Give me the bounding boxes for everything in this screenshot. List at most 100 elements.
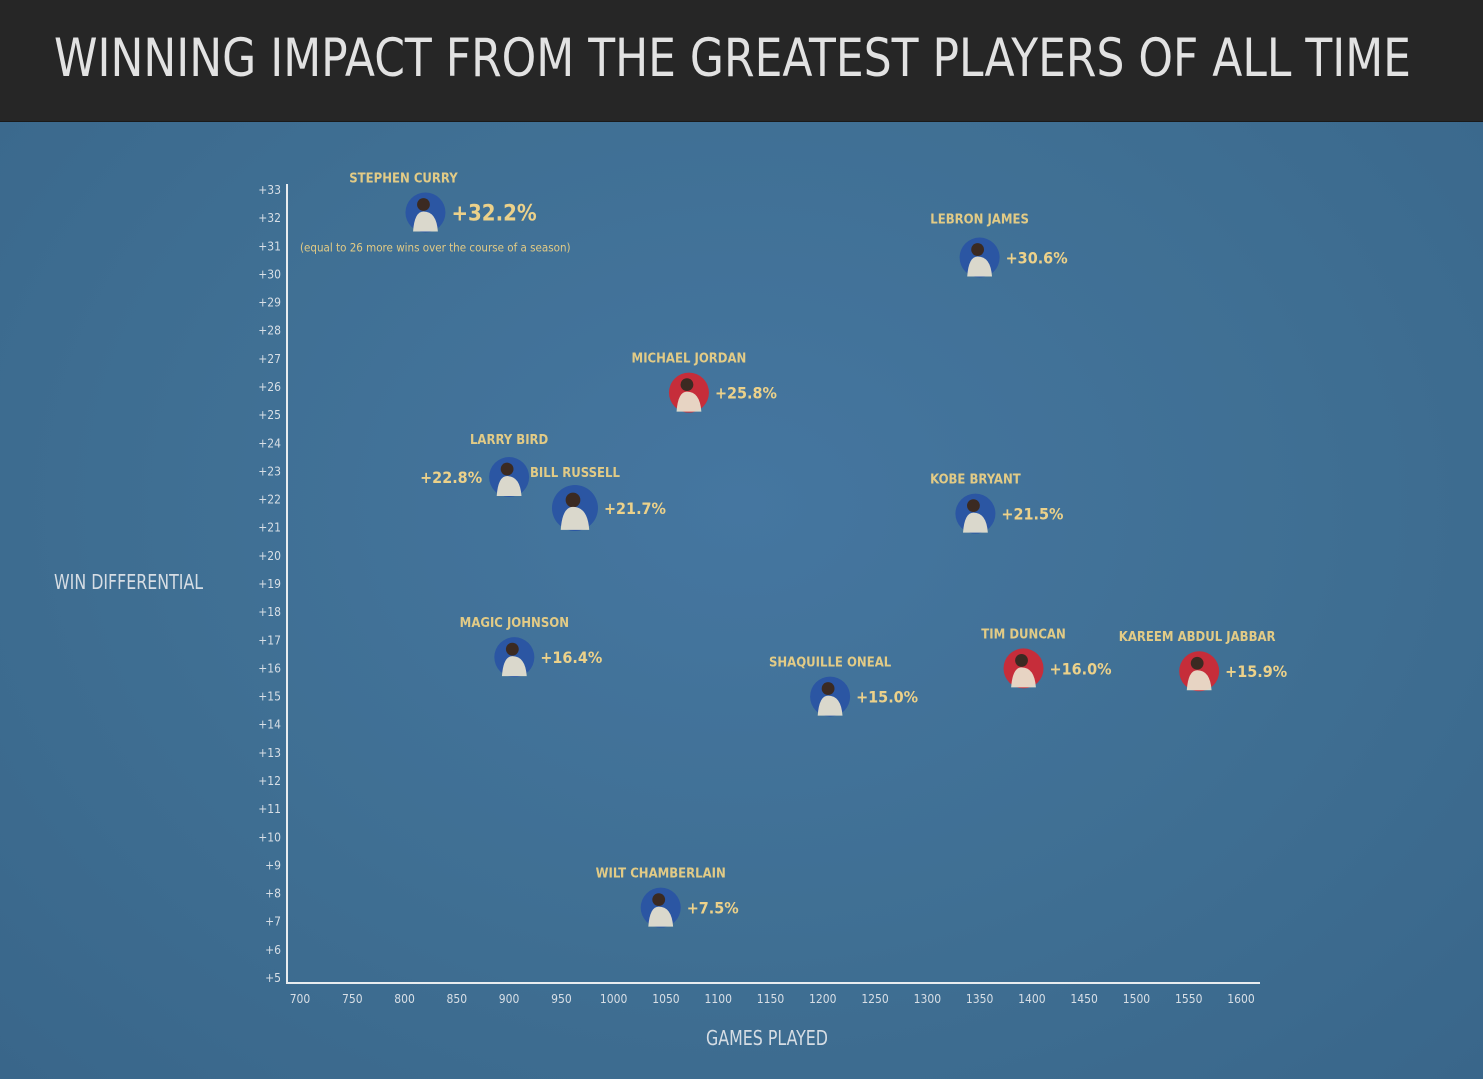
player-value: +32.2%	[451, 202, 536, 227]
player-value: +7.5%	[687, 899, 739, 918]
player-head-icon	[652, 893, 666, 907]
player-jersey-icon	[676, 391, 702, 412]
y-tick-label: +15	[258, 690, 281, 704]
y-tick-label: +16	[258, 661, 281, 675]
y-tick-label: +21	[258, 521, 281, 535]
x-tick-label: 750	[342, 992, 363, 1006]
player-marker: MICHAEL JORDAN +25.8%	[632, 352, 777, 413]
y-tick-label: +10	[258, 830, 281, 844]
player-marker: LEBRON JAMES +30.6%	[930, 213, 1068, 278]
player-jersey-icon	[1186, 670, 1212, 691]
x-tick-label: 1600	[1227, 992, 1255, 1006]
y-tick-label: +7	[265, 915, 281, 929]
y-tick-label: +11	[258, 802, 281, 816]
player-jersey-icon	[413, 211, 438, 232]
y-tick-label: +20	[258, 549, 281, 563]
x-tick-label: 1250	[861, 992, 889, 1006]
player-marker: STEPHEN CURRY +32.2% (equal to 26 more win…	[300, 172, 571, 255]
player-marker: BILL RUSSELL +21.7%	[530, 466, 666, 532]
player-value: +21.5%	[1001, 505, 1063, 524]
player-marker: KOBE BRYANT +21.5%	[930, 473, 1063, 534]
y-tick-label: +25	[258, 408, 281, 422]
player-head-icon	[971, 243, 985, 256]
header-bar: WINNING IMPACT FROM THE GREATEST PLAYERS…	[0, 0, 1483, 122]
y-tick-label: +29	[258, 296, 281, 310]
x-axis-title: GAMES PLAYED	[706, 1026, 828, 1050]
y-tick-label: +22	[258, 493, 281, 507]
player-marker: KAREEM ABDUL JABBAR +15.9%	[1119, 630, 1287, 692]
y-tick-label: +27	[258, 352, 281, 366]
player-value: +25.8%	[715, 384, 777, 403]
chart-panel	[0, 122, 1483, 1079]
y-tick-label: +33	[258, 183, 281, 197]
x-tick-label: 1050	[652, 992, 680, 1006]
y-tick-label: +9	[265, 858, 281, 872]
player-value: +15.9%	[1225, 662, 1287, 681]
player-head-icon	[680, 378, 694, 392]
player-head-icon	[1015, 654, 1028, 667]
player-name: MICHAEL JORDAN	[632, 352, 747, 367]
player-name: LARRY BIRD	[470, 433, 549, 448]
player-marker: MAGIC JOHNSON +16.4%	[460, 616, 602, 678]
x-tick-label: 1300	[914, 992, 942, 1006]
player-name: SHAQUILLE ONEAL	[769, 656, 892, 671]
player-value: +15.0%	[856, 688, 918, 707]
y-tick-label: +12	[258, 774, 281, 788]
player-head-icon	[967, 499, 980, 513]
x-tick-label: 800	[394, 992, 415, 1006]
y-tick-label: +30	[258, 267, 281, 281]
chart-title: WINNING IMPACT FROM THE GREATEST PLAYERS…	[54, 28, 1411, 89]
player-jersey-icon	[648, 906, 674, 927]
player-head-icon	[1190, 656, 1204, 670]
y-tick-label: +8	[265, 887, 281, 901]
player-name: MAGIC JOHNSON	[460, 616, 569, 631]
x-tick-label: 1000	[600, 992, 628, 1006]
x-tick-label: 1450	[1070, 992, 1098, 1006]
x-tick-label: 1400	[1018, 992, 1046, 1006]
player-value: +30.6%	[1006, 249, 1068, 268]
y-tick-label: +31	[258, 239, 281, 253]
y-tick-label: +13	[258, 746, 281, 760]
player-jersey-icon	[817, 695, 843, 716]
player-name: TIM DUNCAN	[981, 627, 1065, 642]
player-marker: WILT CHAMBERLAIN +7.5%	[596, 867, 739, 928]
y-tick-label: +28	[258, 324, 281, 338]
x-tick-label: 1100	[704, 992, 732, 1006]
player-jersey-icon	[501, 656, 527, 677]
player-jersey-icon	[496, 476, 522, 497]
player-marker: SHAQUILLE ONEAL +15.0%	[769, 656, 918, 717]
player-head-icon	[500, 462, 514, 476]
player-value: +21.7%	[604, 499, 666, 518]
player-head-icon	[821, 682, 835, 695]
player-name: KOBE BRYANT	[930, 473, 1021, 488]
player-name: LEBRON JAMES	[930, 213, 1029, 228]
player-name: KAREEM ABDUL JABBAR	[1119, 630, 1276, 645]
y-tick-label: +6	[265, 943, 281, 957]
y-tick-label: +5	[265, 971, 281, 985]
player-head-icon	[505, 642, 519, 656]
player-value: +16.0%	[1050, 659, 1112, 678]
y-tick-label: +14	[258, 718, 281, 732]
x-tick-label: 1550	[1175, 992, 1203, 1006]
y-axis-title: WIN DIFFERENTIAL	[54, 570, 204, 594]
player-jersey-icon	[967, 256, 993, 277]
player-head-icon	[565, 492, 581, 508]
y-tick-label: +26	[258, 380, 281, 394]
player-marker: LARRY BIRD +22.8%	[420, 433, 549, 498]
x-tick-label: 1350	[966, 992, 994, 1006]
player-jersey-icon	[1011, 667, 1036, 688]
player-name: STEPHEN CURRY	[349, 172, 458, 187]
x-tick-label: 900	[499, 992, 520, 1006]
x-tick-label: 1500	[1123, 992, 1151, 1006]
player-marker: TIM DUNCAN +16.0%	[981, 627, 1112, 689]
x-tick-label: 1150	[757, 992, 785, 1006]
player-value: +22.8%	[420, 468, 482, 487]
y-tick-label: +23	[258, 464, 281, 478]
player-name: BILL RUSSELL	[530, 466, 620, 481]
y-tick-label: +19	[258, 577, 281, 591]
player-note: (equal to 26 more wins over the course o…	[300, 241, 571, 255]
x-tick-label: 850	[447, 992, 468, 1006]
y-tick-label: +18	[258, 605, 281, 619]
player-head-icon	[417, 198, 430, 211]
